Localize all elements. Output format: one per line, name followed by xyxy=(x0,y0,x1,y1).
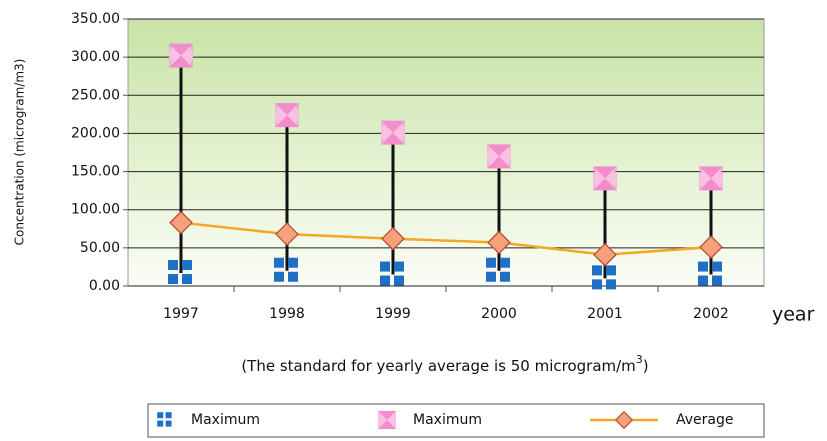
marker-part xyxy=(606,279,616,290)
marker-part xyxy=(394,275,404,286)
marker-part xyxy=(380,261,390,272)
marker-part xyxy=(274,257,284,268)
marker xyxy=(169,43,193,68)
marker-part xyxy=(169,43,193,68)
marker-part xyxy=(288,271,298,282)
marker xyxy=(699,235,723,259)
x-tick-label: 1999 xyxy=(375,306,411,322)
note-superscript: 3 xyxy=(636,353,643,366)
y-axis-label: Concentration (microgram/m3) xyxy=(13,59,27,246)
x-tick-label: 2002 xyxy=(693,306,729,322)
marker-part xyxy=(381,120,405,145)
marker-part xyxy=(487,230,511,255)
marker-part xyxy=(381,226,405,251)
marker-part xyxy=(169,210,193,235)
marker-part xyxy=(712,261,722,272)
marker-part xyxy=(380,275,390,286)
marker xyxy=(593,242,617,267)
marker xyxy=(487,230,511,255)
marker-part xyxy=(182,260,192,271)
marker-part xyxy=(699,166,723,191)
note-text: (The standard for yearly average is 50 m… xyxy=(241,357,635,375)
legend-marker xyxy=(157,412,172,427)
x-tick-label: 1997 xyxy=(163,306,199,322)
marker-part xyxy=(487,144,511,169)
note-end: ) xyxy=(643,357,649,375)
y-tick-label: 0.00 xyxy=(89,278,120,294)
x-tick-label: 1998 xyxy=(269,306,305,322)
marker-part xyxy=(486,257,496,268)
y-tick-label: 50.00 xyxy=(80,240,120,256)
marker-part xyxy=(698,261,708,272)
marker-part xyxy=(165,412,172,419)
marker xyxy=(487,144,511,169)
marker xyxy=(275,222,299,246)
x-axis-label: year xyxy=(772,304,815,326)
marker-part xyxy=(500,271,510,282)
y-tick-label: 100.00 xyxy=(71,202,120,218)
marker-part xyxy=(157,412,164,419)
series-line xyxy=(180,221,712,256)
legend-label: Maximum xyxy=(191,412,260,428)
marker-part xyxy=(157,420,164,427)
marker-part xyxy=(394,261,404,272)
marker-part xyxy=(614,410,634,430)
marker-part xyxy=(165,420,172,427)
plot-area xyxy=(127,18,765,287)
marker-part xyxy=(606,265,616,276)
marker-part xyxy=(288,257,298,268)
marker-part xyxy=(274,271,284,282)
legend-marker xyxy=(378,411,396,429)
marker-part xyxy=(486,271,496,282)
marker-part xyxy=(378,411,396,429)
marker-part xyxy=(593,242,617,267)
marker-part xyxy=(698,275,708,286)
marker-part xyxy=(168,260,178,271)
marker xyxy=(592,265,616,290)
y-tick-label: 300.00 xyxy=(71,49,120,65)
legend-label: Maximum xyxy=(413,412,482,428)
marker-part xyxy=(699,235,723,259)
y-tick-label: 150.00 xyxy=(71,164,120,180)
marker-part xyxy=(275,222,299,246)
y-tick-label: 200.00 xyxy=(71,125,120,141)
marker xyxy=(380,261,404,286)
legend-marker xyxy=(614,410,634,430)
note: (The standard for yearly average is 50 m… xyxy=(241,353,648,375)
x-tick-label: 2001 xyxy=(587,306,623,322)
marker xyxy=(699,166,723,191)
marker-part xyxy=(592,265,602,276)
marker xyxy=(274,257,298,282)
marker-part xyxy=(593,166,617,191)
marker-part xyxy=(275,103,299,128)
marker xyxy=(486,257,510,282)
marker xyxy=(698,261,722,286)
y-tick-label: 350.00 xyxy=(71,11,120,27)
marker-part xyxy=(500,257,510,268)
marker xyxy=(168,260,192,285)
marker xyxy=(381,226,405,251)
y-tick-label: 250.00 xyxy=(71,87,120,103)
marker-part xyxy=(168,274,178,285)
marker-part xyxy=(182,274,192,285)
marker xyxy=(593,166,617,191)
marker-part xyxy=(592,279,602,290)
x-tick-label: 2000 xyxy=(481,306,517,322)
legend-label: Average xyxy=(676,412,734,428)
marker xyxy=(275,103,299,128)
marker xyxy=(381,120,405,145)
marker-part xyxy=(712,275,722,286)
marker xyxy=(169,210,193,235)
legend xyxy=(147,403,765,438)
